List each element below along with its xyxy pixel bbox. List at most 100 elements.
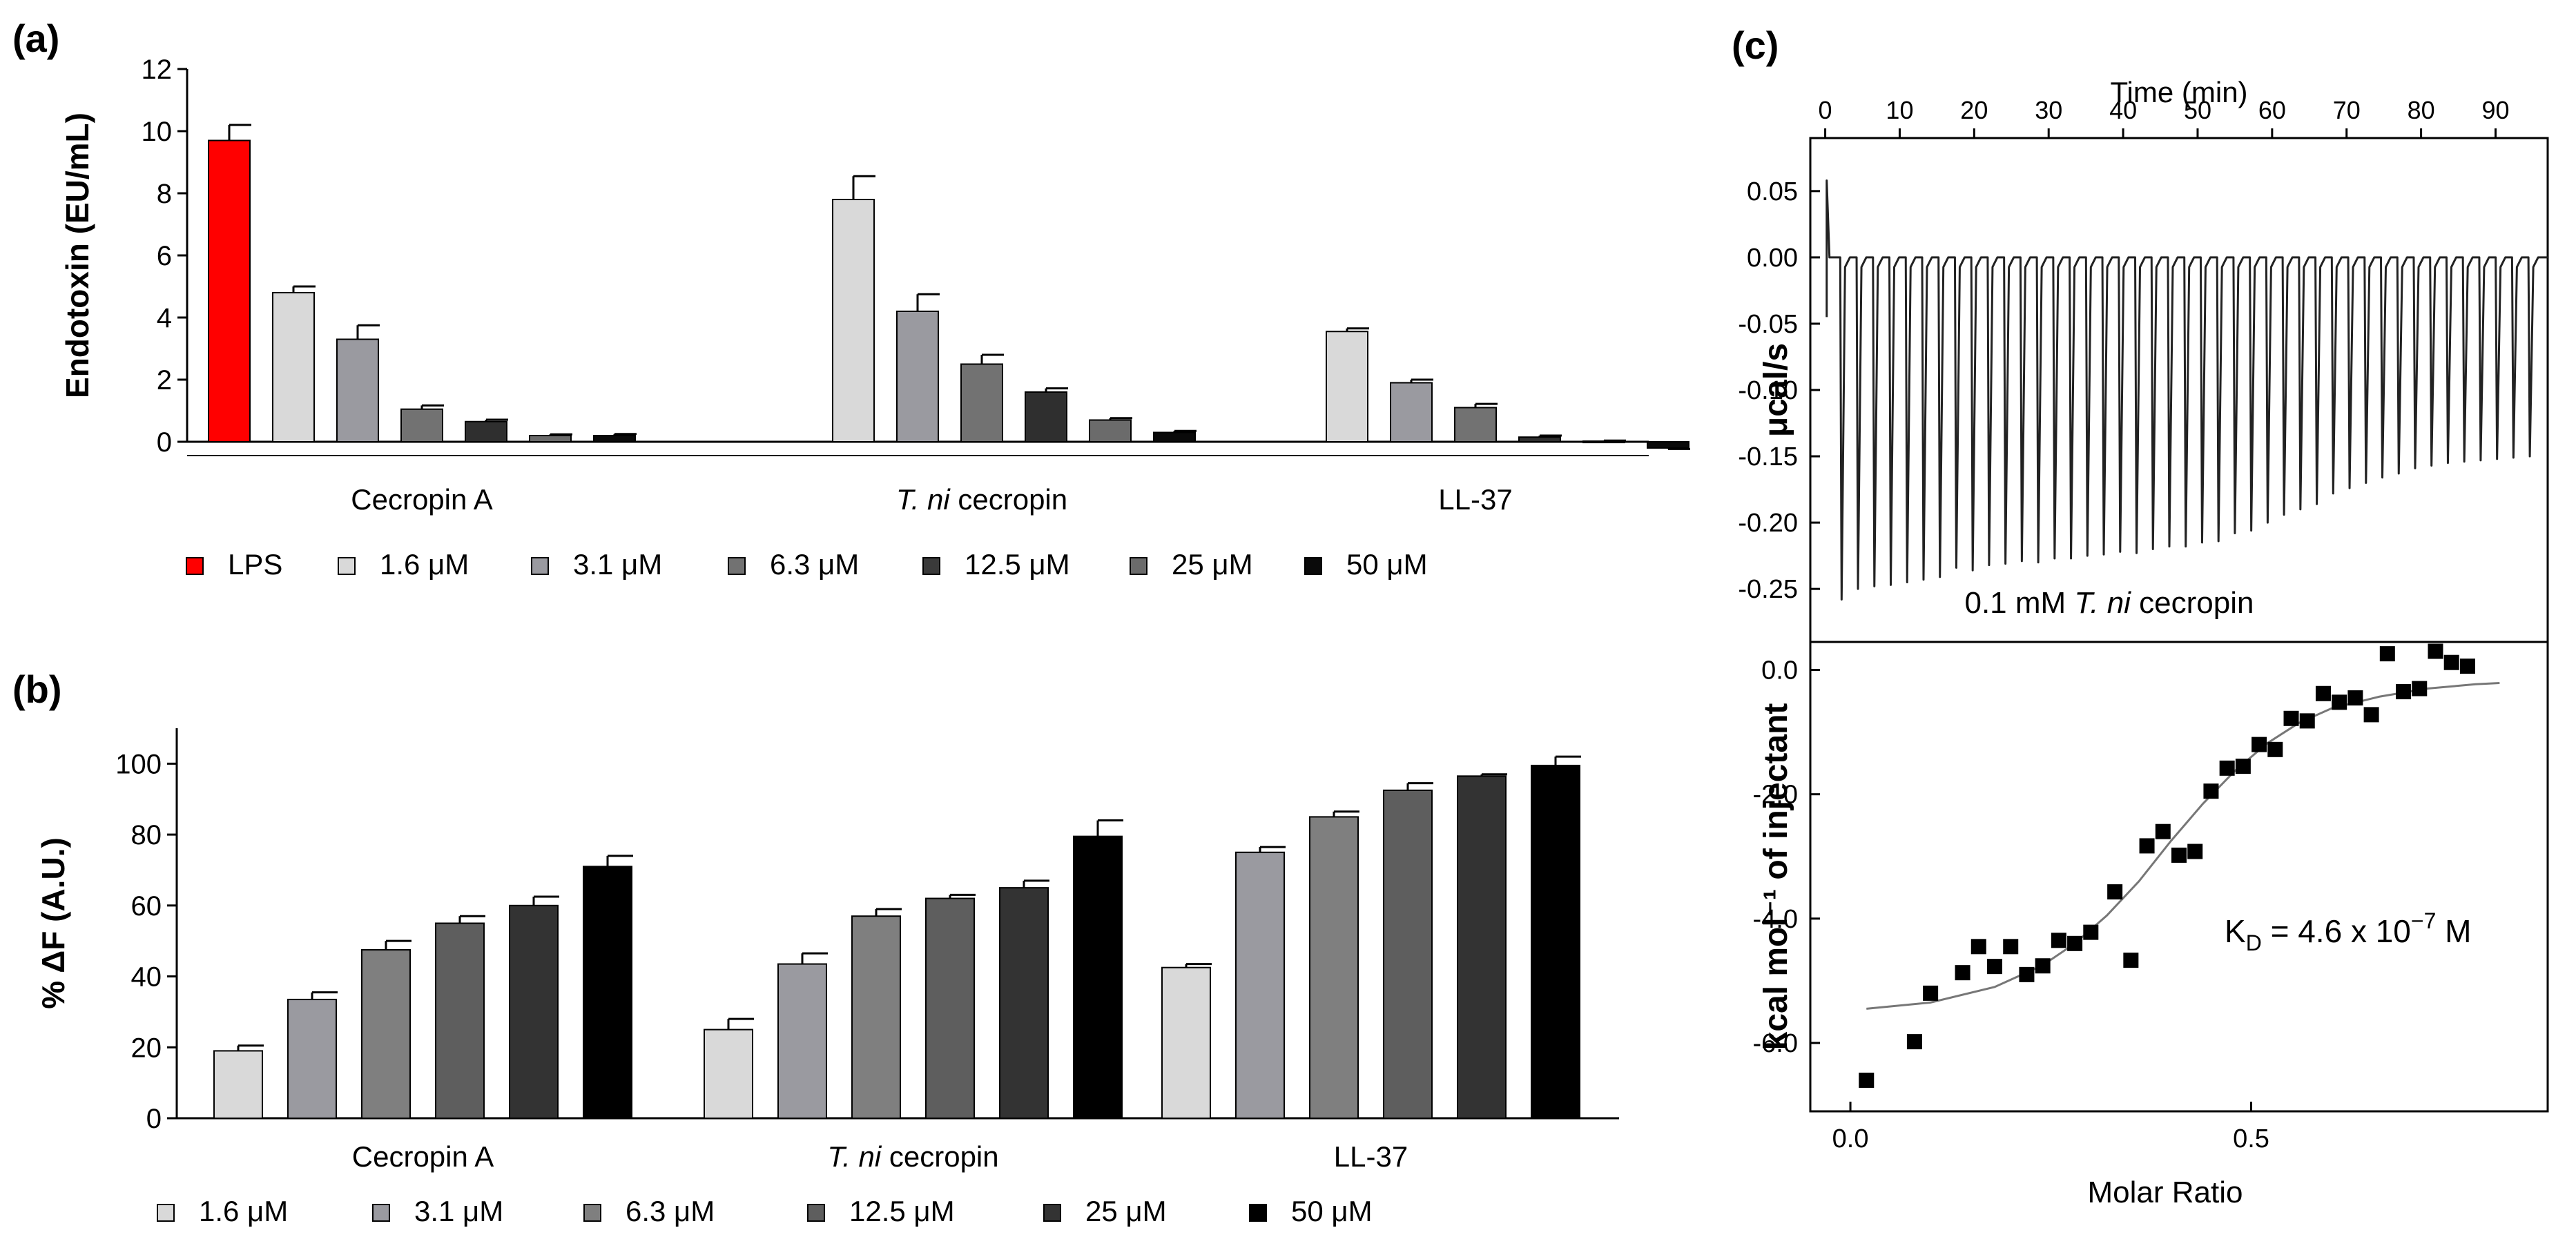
y-tick-label: 4 (157, 303, 172, 333)
y-tick-label: 0.00 (1747, 244, 1798, 273)
group-label: Cecropin A (352, 1140, 494, 1173)
bar (213, 1050, 263, 1119)
bar (208, 139, 251, 442)
x-tick-label: 0.0 (1832, 1124, 1869, 1153)
legend-swatch (807, 1204, 825, 1222)
data-point (1970, 939, 1986, 955)
y-axis-label: Endotoxin (EU/mL) (59, 113, 95, 398)
y-tick-label: 10 (142, 117, 173, 147)
bar (999, 887, 1049, 1119)
legend-label: 6.3 μM (626, 1195, 715, 1227)
kd-annotation-sub: D (2246, 930, 2262, 955)
legend-swatch (1304, 557, 1322, 575)
data-point (2003, 939, 2019, 955)
bar (435, 922, 485, 1119)
y-tick-label: 0.0 (1761, 656, 1798, 685)
bar (1235, 851, 1285, 1119)
data-point (2379, 646, 2395, 662)
legend-label: 50 μM (1291, 1195, 1373, 1227)
bar (1161, 966, 1211, 1120)
data-point (2035, 958, 2051, 974)
legend-label: 3.1 μM (414, 1195, 503, 1227)
bar (509, 904, 559, 1120)
text-part: 0.1 mM (1964, 586, 2074, 620)
kd-annotation-suffix: M (2436, 913, 2471, 949)
bar (1454, 407, 1497, 442)
bar (1326, 331, 1368, 442)
bar (925, 897, 975, 1119)
legend-swatch (186, 557, 204, 575)
text-part: T. ni (2074, 586, 2131, 620)
y-tick-label: 60 (131, 891, 162, 922)
y-tick-label: 100 (115, 749, 162, 779)
x-tick-label: 40 (2109, 96, 2137, 124)
bar (1073, 835, 1123, 1119)
x-tick-label: 90 (2481, 96, 2509, 124)
data-point (2219, 760, 2235, 776)
data-point (2363, 707, 2379, 723)
bar (529, 435, 572, 442)
legend-swatch (922, 557, 940, 575)
legend-label: 12.5 μM (965, 548, 1070, 581)
data-point (2187, 844, 2203, 859)
text-part: Cecropin A (351, 483, 492, 516)
x-tick-label: 30 (2035, 96, 2062, 124)
data-point (2412, 681, 2428, 696)
bar (287, 998, 337, 1119)
legend-label: 1.6 μM (199, 1195, 288, 1227)
data-point (2428, 643, 2443, 659)
y-tick-label: -4.0 (1753, 905, 1798, 934)
bar (1309, 816, 1359, 1119)
y-tick-label: 20 (131, 1033, 162, 1063)
legend-swatch (1249, 1204, 1267, 1222)
x-tick-label: 10 (1886, 96, 1913, 124)
data-point (2155, 823, 2171, 839)
panel-label-c: (c) (1732, 23, 1779, 67)
text-part: LL-37 (1334, 1140, 1408, 1173)
bar (832, 199, 875, 442)
x-tick-label: 0 (1819, 96, 1832, 124)
legend-swatch (1130, 557, 1147, 575)
bar (896, 311, 939, 442)
data-point (2235, 759, 2251, 774)
bar (704, 1028, 753, 1120)
x-axis-label: Time (min) (2110, 76, 2247, 108)
x-tick-label: 80 (2408, 96, 2435, 124)
x-tick-label: 20 (1960, 96, 1988, 124)
bar (1383, 789, 1433, 1119)
bar (1390, 382, 1433, 442)
y-tick-label: 0 (157, 427, 172, 458)
group-label: LL-37 (1438, 483, 1512, 516)
data-point (1923, 985, 1939, 1001)
legend-swatch (728, 557, 746, 575)
chart-b-fluorescence: 0 20 40 60 80 100 % ΔF (A.U.) Cecropin A T. ni c… (35, 728, 1619, 1227)
data-point (2139, 838, 2155, 854)
data-point (2267, 741, 2283, 757)
group-label: LL-37 (1334, 1140, 1408, 1173)
data-point (2459, 659, 2475, 674)
text-part: cecropin (881, 1140, 998, 1173)
y-tick-label: -0.20 (1738, 509, 1798, 538)
x-tick-label: 60 (2258, 96, 2286, 124)
y-tick-label: -0.05 (1738, 310, 1798, 339)
data-point (2443, 654, 2459, 670)
y-axis-label: % ΔF (A.U.) (35, 837, 71, 1009)
legend-label: 3.1 μM (573, 548, 662, 581)
group-label: T. ni cecropin (827, 1140, 998, 1173)
bar (1647, 441, 1689, 449)
y-tick-label: 2 (157, 365, 172, 396)
text-part: T. ni (827, 1140, 882, 1173)
bar (1531, 764, 1580, 1119)
group-label: T. ni cecropin (896, 483, 1067, 516)
bar (593, 435, 636, 442)
data-point (2019, 966, 2035, 982)
bar (1153, 431, 1196, 442)
kd-annotation-prefix: K (2225, 913, 2246, 949)
data-point (2283, 710, 2299, 726)
data-point (2299, 713, 2315, 729)
y-tick-label: -6.0 (1753, 1029, 1798, 1058)
bar (400, 408, 443, 442)
legend-label: LPS (228, 548, 282, 581)
legend-label: 25 μM (1085, 1195, 1167, 1227)
kd-annotation: KD = 4.6 x 10−7 M (2225, 908, 2472, 955)
